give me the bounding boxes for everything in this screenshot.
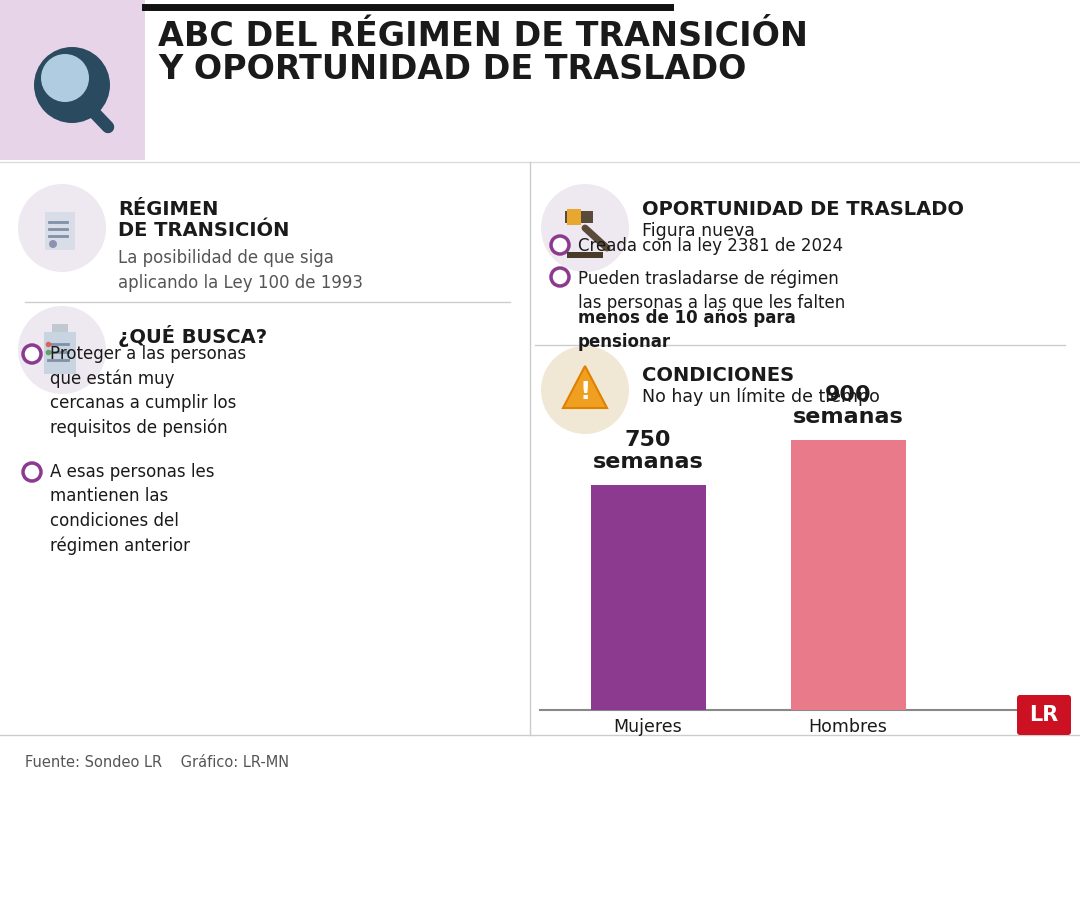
Text: Pueden trasladarse de régimen
las personas a las que les falten: Pueden trasladarse de régimen las person…: [578, 269, 846, 336]
Text: 900: 900: [825, 385, 872, 405]
Text: Figura nueva: Figura nueva: [642, 222, 755, 240]
Circle shape: [18, 184, 106, 272]
Text: ¿QUÉ BUSCA?: ¿QUÉ BUSCA?: [118, 325, 267, 347]
Circle shape: [41, 54, 89, 102]
Text: menos de 10 años para
pensionar: menos de 10 años para pensionar: [578, 309, 796, 351]
Circle shape: [551, 236, 569, 254]
Text: Y OPORTUNIDAD DE TRASLADO: Y OPORTUNIDAD DE TRASLADO: [158, 53, 746, 86]
FancyBboxPatch shape: [1017, 695, 1071, 735]
Text: DE TRANSICIÓN: DE TRANSICIÓN: [118, 221, 289, 240]
Text: semanas: semanas: [593, 452, 703, 472]
FancyBboxPatch shape: [45, 212, 75, 250]
Text: RÉGIMEN: RÉGIMEN: [118, 200, 218, 219]
Polygon shape: [563, 366, 607, 408]
Circle shape: [23, 463, 41, 481]
Text: A esas personas les
mantienen las
condiciones del
régimen anterior: A esas personas les mantienen las condic…: [50, 463, 215, 554]
Text: 750: 750: [624, 430, 672, 450]
Text: Fuente: Sondeo LR    Gráfico: LR-MN: Fuente: Sondeo LR Gráfico: LR-MN: [25, 755, 289, 770]
Circle shape: [551, 268, 569, 286]
Circle shape: [23, 345, 41, 363]
Circle shape: [23, 345, 41, 363]
Text: ABC DEL RÉGIMEN DE TRANSICIÓN: ABC DEL RÉGIMEN DE TRANSICIÓN: [158, 20, 808, 53]
Circle shape: [33, 47, 110, 123]
Text: La posibilidad de que siga
aplicando la Ley 100 de 1993: La posibilidad de que siga aplicando la …: [118, 249, 363, 292]
Text: No hay un límite de tiempo: No hay un límite de tiempo: [642, 388, 880, 407]
FancyBboxPatch shape: [0, 0, 145, 160]
Circle shape: [541, 184, 629, 272]
FancyBboxPatch shape: [567, 252, 603, 258]
Text: Hombres: Hombres: [809, 718, 888, 736]
FancyBboxPatch shape: [52, 324, 68, 332]
Text: Proteger a las personas
que están muy
cercanas a cumplir los
requisitos de pensi: Proteger a las personas que están muy ce…: [50, 345, 246, 437]
Text: Mujeres: Mujeres: [613, 718, 683, 736]
FancyBboxPatch shape: [791, 440, 905, 710]
FancyBboxPatch shape: [567, 209, 581, 225]
Circle shape: [49, 240, 57, 248]
Text: Creada con la ley 2381 de 2024: Creada con la ley 2381 de 2024: [578, 237, 843, 255]
FancyBboxPatch shape: [565, 211, 593, 223]
Circle shape: [18, 306, 106, 394]
Text: CONDICIONES: CONDICIONES: [642, 366, 794, 385]
Text: LR: LR: [1029, 705, 1058, 725]
Text: !: !: [579, 380, 591, 404]
Circle shape: [541, 346, 629, 434]
FancyBboxPatch shape: [591, 485, 705, 710]
Text: OPORTUNIDAD DE TRASLADO: OPORTUNIDAD DE TRASLADO: [642, 200, 964, 219]
Text: semanas: semanas: [793, 407, 903, 427]
FancyBboxPatch shape: [44, 332, 76, 374]
